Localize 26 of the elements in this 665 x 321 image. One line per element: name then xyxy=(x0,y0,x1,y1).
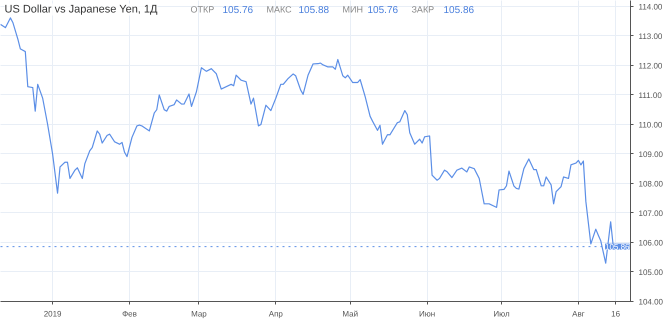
x-tick-label: Фев xyxy=(122,310,137,318)
annotation: МАКС 105.88 xyxy=(266,4,330,16)
x-tick-label: Май xyxy=(342,310,358,318)
y-tick-label: 114.00 xyxy=(638,2,663,12)
x-tick-label: Июн xyxy=(419,310,436,318)
y-tick-label: 110.00 xyxy=(638,120,663,130)
annotation: ЗАКР 105.86 xyxy=(412,4,475,16)
x-tick-label: Апр xyxy=(268,310,284,318)
annotation: МИН 105.76 xyxy=(342,4,399,16)
ref-line-label: 105.86 xyxy=(605,242,630,252)
x-tick-label: 2019 xyxy=(44,310,62,318)
x-tick-label: 16 xyxy=(611,310,621,318)
x-tick-label: Июл xyxy=(493,310,510,318)
y-tick-label: 112.00 xyxy=(638,61,663,70)
chart-title: US Dollar vs Japanese Yen, 1Д xyxy=(4,4,158,16)
y-tick-label: 105.00 xyxy=(638,268,664,277)
y-tick-label: 104.00 xyxy=(638,298,664,306)
y-tick-label: 113.00 xyxy=(638,32,663,41)
annotation: ОТКР 105.76 xyxy=(190,4,254,16)
y-tick-label: 111.00 xyxy=(638,90,662,100)
y-tick-label: 107.00 xyxy=(638,208,664,218)
x-tick-label: Авг xyxy=(572,310,585,318)
y-tick-label: 109.00 xyxy=(638,150,664,159)
y-tick-label: 106.00 xyxy=(638,238,664,248)
y-tick-label: 108.00 xyxy=(638,179,664,188)
x-tick-label: Мар xyxy=(191,310,208,318)
